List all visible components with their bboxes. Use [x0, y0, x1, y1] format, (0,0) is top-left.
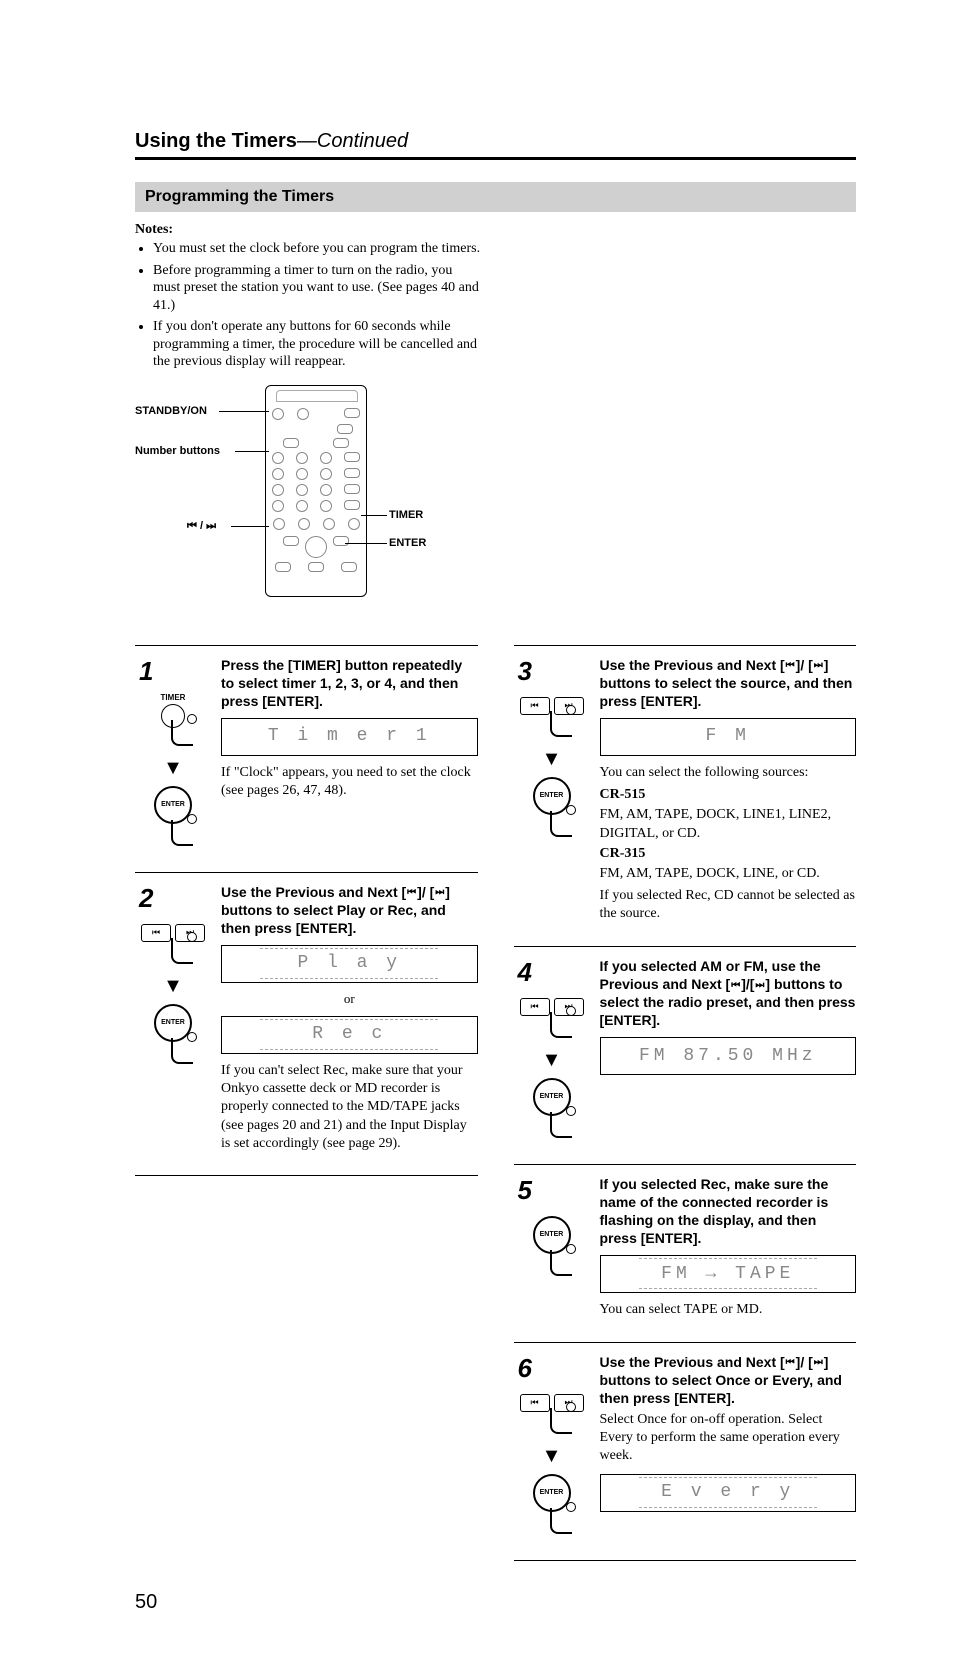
remote-diagram: STANDBY/ON Number buttons ⏮ / ⏭ TIMER EN…	[135, 385, 465, 615]
step-1: 1 TIMER ▼ ENTER Press the [TIMER] button…	[135, 645, 478, 872]
step-note: If you selected Rec, CD cannot be select…	[600, 887, 857, 923]
section-title-text: Using the Timers	[135, 130, 297, 152]
step-instruction: Press the [TIMER] button repeatedly to s…	[221, 656, 478, 711]
step-number: 5	[518, 1175, 532, 1206]
prev-icon: ⏮	[730, 979, 741, 992]
page-number: 50	[135, 1591, 856, 1614]
step-4: 4 ⏮ ⏭ ▼ ENTER If you selected AM or FM, …	[514, 946, 857, 1164]
prev-icon: ⏮	[785, 659, 796, 672]
enter-button-icon: ENTER	[533, 777, 571, 815]
hand-icon	[550, 1012, 572, 1038]
step-instruction: If you selected Rec, make sure the name …	[600, 1175, 857, 1248]
left-column: 1 TIMER ▼ ENTER Press the [TIMER] button…	[135, 645, 478, 1561]
hand-icon	[171, 1038, 193, 1064]
lcd-display: P l a y	[221, 945, 478, 983]
lcd-display: R e c	[221, 1016, 478, 1054]
hand-icon	[171, 938, 193, 964]
step-number: 3	[518, 656, 532, 687]
arrow-down-icon: ▼	[163, 758, 183, 778]
note-item: If you don't operate any buttons for 60 …	[153, 318, 483, 371]
step-note: Select Once for on-off operation. Select…	[600, 1411, 857, 1466]
next-icon: ⏭	[813, 1356, 824, 1369]
hand-icon	[171, 820, 193, 846]
callout-timer: TIMER	[389, 509, 423, 521]
step-instruction: Use the Previous and Next [⏮]/ [⏭] butto…	[221, 883, 478, 938]
hand-icon	[550, 811, 572, 837]
step-note: You can select the following sources:	[600, 764, 857, 782]
enter-button-icon: ENTER	[533, 1474, 571, 1512]
step-instruction: If you selected AM or FM, use the Previo…	[600, 957, 857, 1030]
hand-icon	[550, 1112, 572, 1138]
callout-enter: ENTER	[389, 537, 426, 549]
note-item: You must set the clock before you can pr…	[153, 240, 483, 258]
step-number: 4	[518, 957, 532, 988]
next-icon: ⏭	[434, 886, 445, 899]
lcd-display: FM → TAPE	[600, 1255, 857, 1293]
step-5: 5 ENTER If you selected Rec, make sure t…	[514, 1164, 857, 1342]
arrow-down-icon: ▼	[542, 1050, 562, 1070]
prev-icon: ⏮	[406, 886, 417, 899]
step-3: 3 ⏮ ⏭ ▼ ENTER Use the Previous and Next …	[514, 645, 857, 946]
model-sources: FM, AM, TAPE, DOCK, LINE1, LINE2, DIGITA…	[600, 806, 857, 842]
or-text: or	[221, 991, 478, 1008]
lcd-display: F M	[600, 718, 857, 756]
callout-prevnext: ⏮ / ⏭	[187, 520, 216, 533]
notes-label: Notes:	[135, 222, 856, 238]
step-note: If "Clock" appears, you need to set the …	[221, 764, 478, 800]
arrow-down-icon: ▼	[163, 976, 183, 996]
model-label: CR-315	[600, 846, 646, 861]
prev-icon: ⏮	[141, 924, 171, 942]
model-sources: FM, AM, TAPE, DOCK, LINE, or CD.	[600, 865, 857, 883]
prev-icon: ⏮	[785, 1356, 796, 1369]
hand-icon	[171, 720, 193, 746]
hand-icon	[550, 711, 572, 737]
step-note: If you can't select Rec, make sure that …	[221, 1062, 478, 1153]
next-icon: ⏭	[813, 659, 824, 672]
step-6: 6 ⏮ ⏭ ▼ ENTER Use the Previous and Next …	[514, 1342, 857, 1561]
model-label: CR-515	[600, 787, 646, 802]
lcd-display: T i m e r 1	[221, 718, 478, 756]
prev-icon: ⏮	[520, 998, 550, 1016]
hand-icon	[550, 1508, 572, 1534]
step-note: You can select TAPE or MD.	[600, 1301, 857, 1319]
enter-button-icon: ENTER	[533, 1078, 571, 1116]
step-instruction: Use the Previous and Next [⏮]/ [⏭] butto…	[600, 656, 857, 711]
hand-icon	[550, 1250, 572, 1276]
step-instruction: Use the Previous and Next [⏮]/ [⏭] butto…	[600, 1353, 857, 1408]
right-column: 3 ⏮ ⏭ ▼ ENTER Use the Previous and Next …	[514, 645, 857, 1561]
subheading: Programming the Timers	[135, 182, 856, 212]
section-title: Using the Timers—Continued	[135, 130, 856, 160]
enter-button-icon: ENTER	[533, 1216, 571, 1254]
hand-icon	[550, 1408, 572, 1434]
prev-icon: ⏮	[520, 1394, 550, 1412]
timer-label: TIMER	[161, 693, 186, 702]
section-continued: —Continued	[297, 130, 408, 152]
arrow-down-icon: ▼	[542, 749, 562, 769]
arrow-down-icon: ▼	[542, 1446, 562, 1466]
next-icon: ⏭	[754, 979, 765, 992]
step-number: 6	[518, 1353, 532, 1384]
note-item: Before programming a timer to turn on th…	[153, 262, 483, 315]
callout-standby: STANDBY/ON	[135, 405, 207, 417]
step-2: 2 ⏮ ⏭ ▼ ENTER Use the Previous and Next …	[135, 872, 478, 1176]
step-number: 2	[139, 883, 153, 914]
page: Using the Timers—Continued Programming t…	[0, 0, 954, 1674]
prev-icon: ⏮	[520, 697, 550, 715]
lcd-display: FM 87.50 MHz	[600, 1037, 857, 1075]
lcd-display: E v e r y	[600, 1474, 857, 1512]
callout-numbers: Number buttons	[135, 445, 220, 457]
step-number: 1	[139, 656, 153, 687]
remote-body	[265, 385, 367, 597]
notes-list: You must set the clock before you can pr…	[135, 240, 483, 371]
steps-columns: 1 TIMER ▼ ENTER Press the [TIMER] button…	[135, 645, 856, 1561]
